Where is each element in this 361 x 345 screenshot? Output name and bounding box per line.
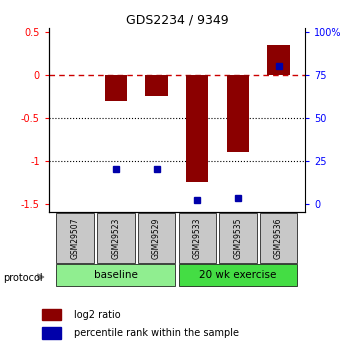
Text: log2 ratio: log2 ratio xyxy=(74,310,121,320)
Text: GSM29536: GSM29536 xyxy=(274,218,283,259)
FancyBboxPatch shape xyxy=(56,264,175,286)
FancyBboxPatch shape xyxy=(56,213,94,264)
Bar xyxy=(42,309,61,320)
Bar xyxy=(145,75,168,96)
Text: GSM29523: GSM29523 xyxy=(111,218,120,259)
Text: percentile rank within the sample: percentile rank within the sample xyxy=(74,328,239,338)
Text: baseline: baseline xyxy=(94,270,138,280)
FancyBboxPatch shape xyxy=(260,213,297,264)
Text: 20 wk exercise: 20 wk exercise xyxy=(199,270,277,280)
Bar xyxy=(186,75,208,182)
Text: GSM29529: GSM29529 xyxy=(152,218,161,259)
Text: GSM29533: GSM29533 xyxy=(193,218,202,259)
Title: GDS2234 / 9349: GDS2234 / 9349 xyxy=(126,13,228,27)
Text: GSM29535: GSM29535 xyxy=(234,218,243,259)
FancyBboxPatch shape xyxy=(219,213,257,264)
FancyBboxPatch shape xyxy=(97,213,135,264)
Bar xyxy=(105,75,127,101)
FancyBboxPatch shape xyxy=(138,213,175,264)
FancyBboxPatch shape xyxy=(179,213,216,264)
Bar xyxy=(227,75,249,152)
Text: protocol: protocol xyxy=(4,273,43,283)
FancyBboxPatch shape xyxy=(179,264,297,286)
Bar xyxy=(268,45,290,75)
Text: GSM29507: GSM29507 xyxy=(71,218,80,259)
Bar xyxy=(42,327,61,338)
